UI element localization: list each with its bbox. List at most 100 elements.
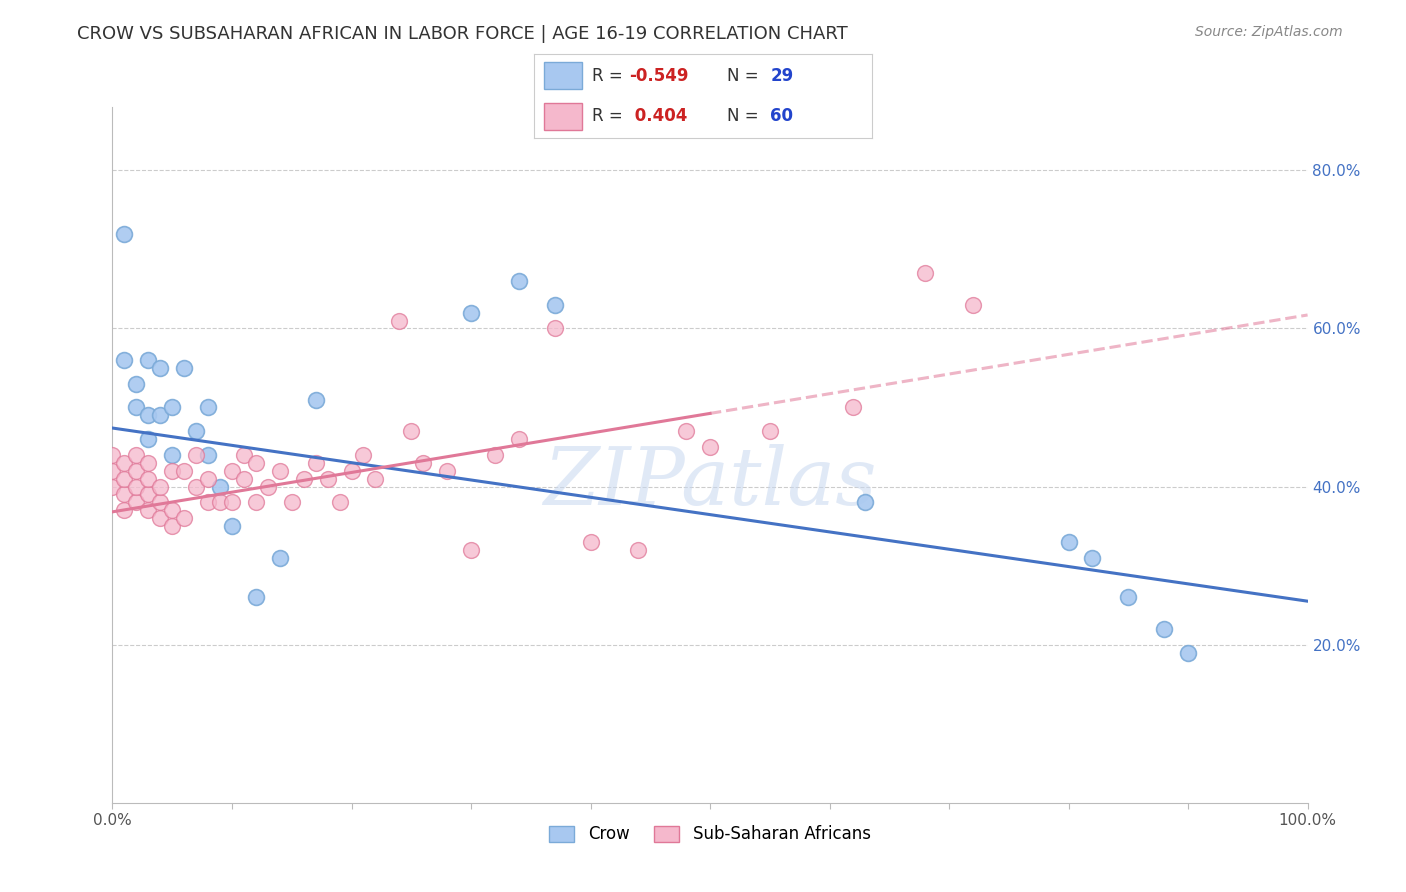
Point (233, 472, 256, 486)
Point (138, 456, 160, 470)
Point (914, 266, 936, 280)
Text: -0.549: -0.549 (628, 67, 689, 85)
Point (197, 472, 219, 486)
Text: CROW VS SUBSAHARAN AFRICAN IN LABOR FORCE | AGE 16-19 CORRELATION CHART: CROW VS SUBSAHARAN AFRICAN IN LABOR FORC… (77, 25, 848, 43)
Point (245, 456, 267, 470)
Point (221, 519, 243, 533)
Point (508, 432, 530, 446)
Text: ZIPatlas: ZIPatlas (543, 444, 877, 522)
Point (138, 487, 160, 501)
Point (186, 448, 208, 462)
Point (292, 472, 315, 486)
Point (962, 298, 984, 312)
Point (460, 305, 482, 319)
Point (543, 298, 565, 312)
Point (1153, 622, 1175, 636)
Point (305, 392, 328, 407)
Point (221, 464, 243, 478)
Text: R =: R = (592, 67, 627, 85)
Point (364, 472, 387, 486)
Point (162, 401, 183, 415)
Point (101, 464, 124, 478)
Point (257, 479, 280, 493)
Point (173, 360, 195, 375)
Text: Source: ZipAtlas.com: Source: ZipAtlas.com (1195, 25, 1343, 39)
Point (125, 448, 148, 462)
Point (149, 360, 172, 375)
Point (101, 448, 124, 462)
Point (138, 432, 160, 446)
Point (114, 503, 135, 517)
Point (209, 479, 232, 493)
Point (401, 424, 423, 438)
Point (221, 495, 243, 509)
Point (699, 440, 721, 454)
Point (186, 479, 208, 493)
Point (114, 456, 135, 470)
Point (125, 479, 148, 493)
Point (149, 479, 172, 493)
FancyBboxPatch shape (544, 62, 582, 89)
Point (114, 353, 135, 368)
Point (173, 464, 195, 478)
Point (125, 464, 148, 478)
Point (329, 495, 352, 509)
Point (197, 401, 219, 415)
Point (436, 464, 458, 478)
Point (855, 495, 877, 509)
Point (162, 503, 183, 517)
Point (138, 409, 160, 423)
Point (125, 401, 148, 415)
Point (114, 472, 135, 486)
Point (759, 424, 782, 438)
Point (149, 511, 172, 525)
Point (245, 495, 267, 509)
Point (138, 503, 160, 517)
Point (114, 487, 135, 501)
Point (125, 376, 148, 391)
Point (281, 495, 304, 509)
Point (627, 542, 650, 557)
Point (1081, 550, 1104, 565)
Point (197, 495, 219, 509)
Legend: Crow, Sub-Saharan Africans: Crow, Sub-Saharan Africans (543, 819, 877, 850)
Point (138, 472, 160, 486)
Point (125, 495, 148, 509)
Point (1057, 534, 1080, 549)
Point (162, 448, 183, 462)
Point (305, 456, 328, 470)
Point (101, 479, 124, 493)
Point (388, 313, 411, 327)
Point (484, 448, 506, 462)
Text: R =: R = (592, 107, 633, 125)
Point (508, 274, 530, 288)
Point (269, 550, 291, 565)
Text: 60: 60 (770, 107, 793, 125)
Text: 29: 29 (770, 67, 794, 85)
Point (114, 227, 135, 241)
Point (162, 519, 183, 533)
Point (460, 542, 482, 557)
Point (340, 464, 363, 478)
Point (1177, 646, 1199, 660)
Point (842, 401, 865, 415)
Text: N =: N = (727, 107, 763, 125)
Point (316, 472, 339, 486)
Point (579, 534, 602, 549)
Text: N =: N = (727, 67, 763, 85)
Point (209, 495, 232, 509)
Point (173, 511, 195, 525)
Point (233, 448, 256, 462)
Point (162, 464, 183, 478)
Point (675, 424, 697, 438)
Point (352, 448, 374, 462)
Point (149, 495, 172, 509)
Point (149, 409, 172, 423)
Point (1118, 591, 1140, 605)
Point (197, 448, 219, 462)
Point (138, 353, 160, 368)
Point (412, 456, 434, 470)
Point (269, 464, 291, 478)
FancyBboxPatch shape (544, 103, 582, 130)
Point (186, 424, 208, 438)
